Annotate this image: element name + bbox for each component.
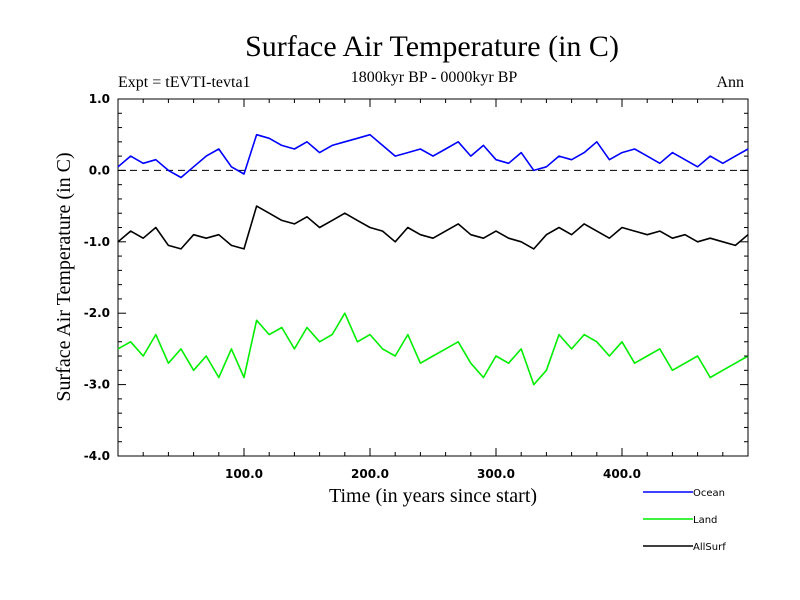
legend-label-land: Land — [693, 515, 717, 526]
chart-title: Surface Air Temperature (in C) — [245, 30, 619, 63]
series-line-allsurf — [117, 205, 749, 250]
y-axis-label: Surface Air Temperature (in C) — [53, 152, 75, 401]
legend: Ocean Land AllSurf — [643, 488, 726, 553]
y-axis-ticks: 1.0 0.0 -1.0 -2.0 -3.0 -4.0 — [84, 92, 748, 463]
x-tick-label: 200.0 — [351, 467, 389, 481]
y-tick-label: -4.0 — [84, 449, 110, 463]
y-tick-label: 0.0 — [89, 163, 110, 177]
y-tick-label: 1.0 — [89, 92, 110, 106]
x-tick-label: 400.0 — [603, 467, 641, 481]
x-tick-label: 100.0 — [225, 467, 263, 481]
series-line-land — [117, 312, 749, 386]
series-line-ocean — [117, 133, 749, 179]
y-tick-label: -3.0 — [84, 378, 110, 392]
legend-label-allsurf: AllSurf — [693, 542, 726, 553]
x-axis-ticks: 100.0 200.0 300.0 400.0 — [142, 99, 724, 481]
plot-frame — [117, 98, 749, 457]
experiment-label: Expt = tEVTI-tevta1 — [118, 74, 251, 91]
x-axis-label: Time (in years since start) — [329, 485, 537, 507]
chart-subtitle: 1800kyr BP - 0000kyr BP — [351, 69, 518, 86]
y-tick-label: -1.0 — [84, 235, 110, 249]
series-group — [117, 133, 749, 386]
legend-label-ocean: Ocean — [693, 488, 725, 499]
x-tick-label: 300.0 — [477, 467, 515, 481]
y-tick-label: -2.0 — [84, 306, 110, 320]
season-label: Ann — [716, 74, 744, 91]
